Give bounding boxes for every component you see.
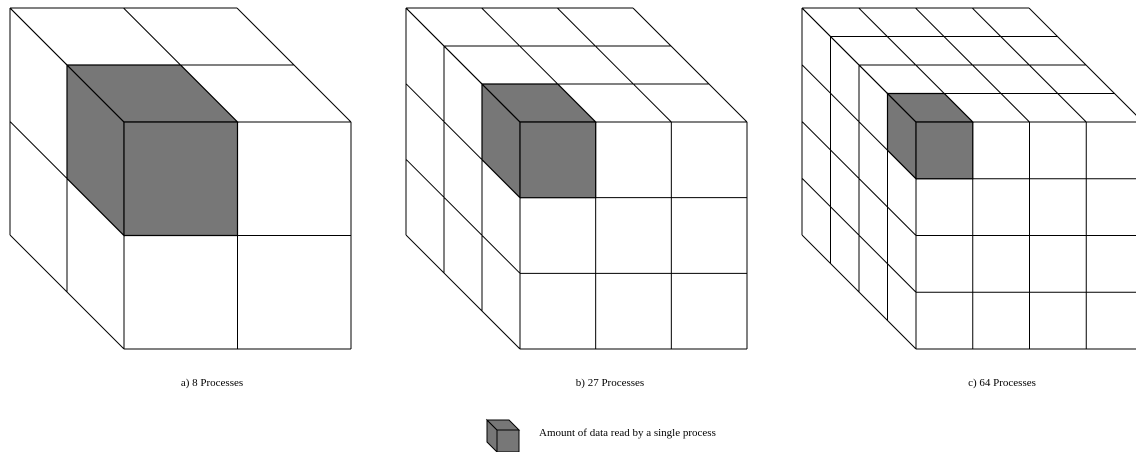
panel-27-processes: [405, 7, 748, 350]
grid-line: [971, 7, 1087, 123]
highlight-front: [519, 121, 597, 199]
caption-27-processes: b) 27 Processes: [576, 377, 644, 389]
legend-cube-icon: [485, 418, 521, 452]
caption-64-processes: c) 64 Processes: [968, 377, 1036, 389]
legend-label: Amount of data read by a single process: [539, 427, 716, 439]
caption-8-processes: a) 8 Processes: [181, 377, 243, 389]
highlight-front: [915, 121, 974, 180]
grid-line: [405, 234, 521, 350]
top-face: [406, 8, 747, 122]
highlight-front: [123, 121, 239, 237]
panel-64-processes: [801, 7, 1136, 350]
grid-line: [236, 7, 352, 123]
legend: Amount of data read by a single process: [485, 418, 716, 452]
grid-line: [405, 158, 521, 274]
grid-line: [1028, 7, 1136, 116]
panel-8-processes: [9, 7, 352, 350]
legend-cube-front: [496, 429, 520, 452]
grid-line: [556, 7, 672, 123]
side-face: [406, 8, 520, 349]
grid-line: [632, 7, 748, 123]
